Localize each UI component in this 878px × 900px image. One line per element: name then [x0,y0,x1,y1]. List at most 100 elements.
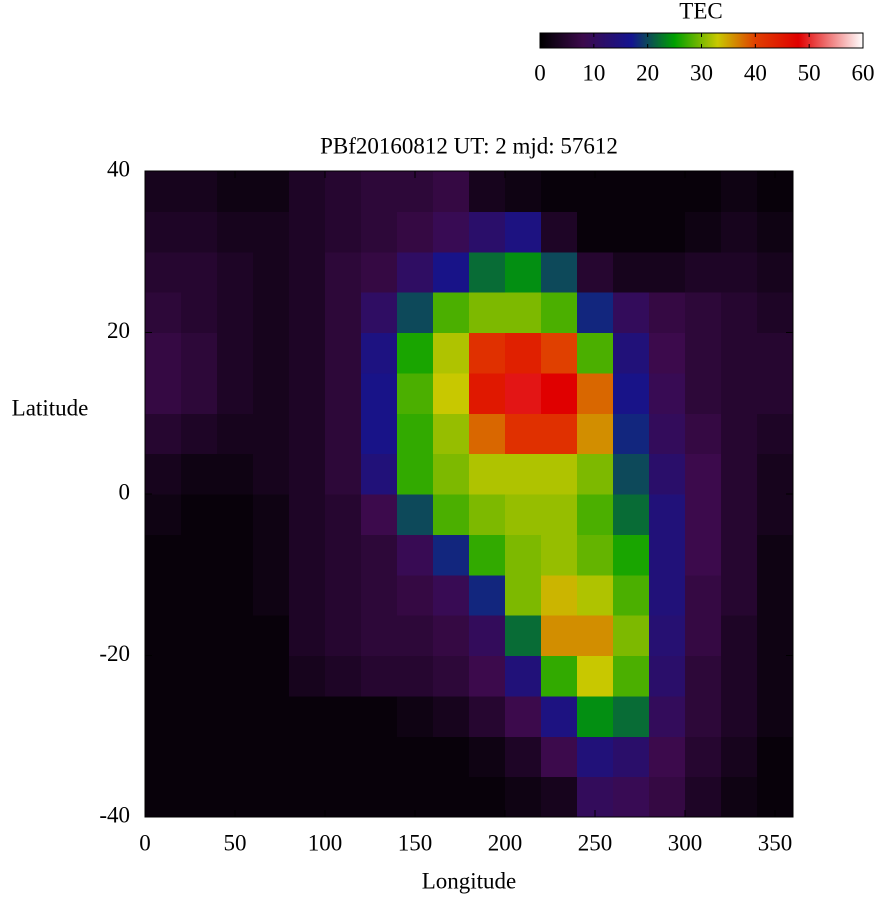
heat-cell [433,413,470,455]
heat-cell [757,615,794,657]
heat-cell [469,251,506,293]
heat-cell [469,453,506,495]
heat-cell [505,372,542,414]
heat-cell [433,372,470,414]
heat-cell [433,534,470,576]
heat-cell [541,534,578,576]
heat-cell [757,494,794,535]
heat-cell [145,171,182,212]
heat-cell [145,574,182,616]
heat-cell [613,776,650,818]
heat-cell [217,292,254,334]
heat-cell [685,171,722,212]
heat-cell [541,615,578,657]
heat-cell [757,372,794,414]
heat-cell [397,615,434,657]
heat-cell [577,494,614,535]
heat-cell [577,695,614,737]
heat-cell [469,776,506,818]
heat-cell [397,574,434,616]
heat-cell [253,736,290,778]
heat-cell [397,494,434,535]
heat-cell [361,534,398,576]
heat-cell [505,776,542,818]
heat-cell [217,574,254,616]
heat-cell [613,494,650,535]
heat-cell [757,695,794,737]
heat-cell [145,695,182,737]
heat-cell [361,776,398,818]
heat-cell [757,574,794,616]
heat-cell [541,372,578,414]
heat-cell [325,655,362,697]
heat-cell [505,615,542,657]
heat-cell [505,453,542,495]
heat-cell [649,615,686,657]
colorbar-tick-label: 60 [852,60,875,85]
heat-cell [253,332,290,374]
heat-cell [505,494,542,535]
heat-cell [433,211,470,253]
heat-cell [685,453,722,495]
heat-cell [289,494,326,535]
heat-cell [433,251,470,293]
y-tick-label: 0 [119,479,131,504]
heat-cell [181,332,218,374]
heat-cell [757,736,794,778]
heat-cell [685,211,722,253]
heat-cell [361,695,398,737]
heat-cell [181,372,218,414]
heat-cell [181,615,218,657]
heat-cell [325,736,362,778]
heat-cell [433,615,470,657]
heat-cell [397,695,434,737]
heat-cell [649,655,686,697]
heat-cell [433,776,470,818]
heat-cell [613,574,650,616]
heat-cell [433,332,470,374]
heat-cell [361,655,398,697]
heat-cell [721,453,758,495]
heat-cell [469,494,506,535]
heat-cell [145,453,182,495]
heat-cell [289,574,326,616]
heat-cell [181,736,218,778]
heat-cell [397,736,434,778]
heat-cell [541,776,578,818]
heat-cell [649,372,686,414]
heat-cell [649,292,686,334]
heat-cell [613,695,650,737]
heat-cell [145,494,182,535]
heat-cell [145,251,182,293]
heat-cell [613,171,650,212]
heat-cell [505,574,542,616]
colorbar-tick-label: 20 [636,60,659,85]
heat-cell [469,413,506,455]
heat-cell [685,736,722,778]
heat-cell [721,171,758,212]
heat-cell [181,574,218,616]
heat-cell [541,695,578,737]
heat-cell [253,413,290,455]
colorbar-title: TEC [679,0,722,23]
heat-cell [757,413,794,455]
heat-cell [505,171,542,212]
heat-cell [145,413,182,455]
x-tick-label: 100 [308,830,343,855]
y-tick-label: 20 [107,318,130,343]
heat-cell [541,494,578,535]
heat-cell [253,211,290,253]
x-tick-label: 50 [224,830,247,855]
heat-cell [469,695,506,737]
heat-cell [613,292,650,334]
heat-cell [289,413,326,455]
heat-cell [361,332,398,374]
heat-cell [181,655,218,697]
heat-cell [685,494,722,535]
heat-cell [577,534,614,576]
heat-cell [181,776,218,818]
heat-cell [397,211,434,253]
heat-cell [505,736,542,778]
heat-cell [469,615,506,657]
heat-cell [469,736,506,778]
